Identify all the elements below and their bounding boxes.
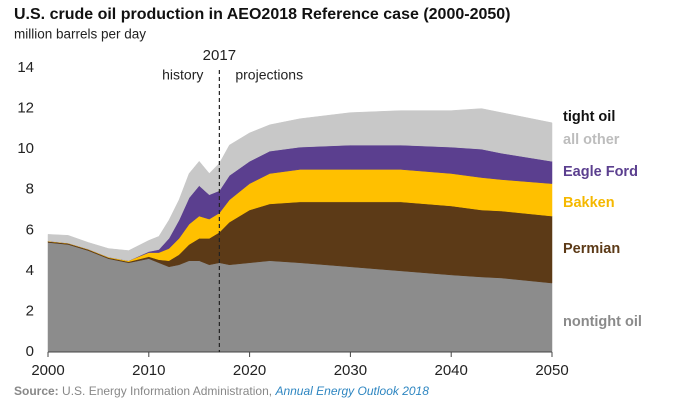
y-tick-label: 6 — [26, 221, 34, 238]
legend-label: Bakken — [563, 195, 615, 211]
y-tick-label: 8 — [26, 181, 34, 198]
y-tick-label: 14 — [17, 59, 34, 76]
source: Source: U.S. Energy Information Administ… — [14, 384, 429, 398]
projections-label: projections — [235, 67, 303, 83]
y-tick-label: 12 — [17, 100, 34, 117]
chart-subtitle: million barrels per day — [14, 27, 146, 42]
chart-title: U.S. crude oil production in AEO2018 Ref… — [14, 6, 510, 23]
legend-label: nontight oil — [563, 314, 642, 330]
history-label: history — [162, 67, 203, 83]
y-tick-label: 2 — [26, 302, 34, 319]
x-tick-label: 2000 — [31, 362, 64, 379]
x-tick-label: 2050 — [535, 362, 568, 379]
divider-label: 2017 — [203, 47, 236, 64]
x-tick-label: 2030 — [334, 362, 367, 379]
area — [47, 108, 553, 261]
legend-label: Eagle Ford — [563, 164, 638, 180]
y-tick-label: 0 — [26, 343, 34, 360]
x-tick-label: 2040 — [435, 362, 468, 379]
legend-label: all other — [563, 132, 620, 148]
source-prefix: Source: — [14, 384, 59, 398]
source-text: U.S. Energy Information Administration, — [59, 384, 276, 398]
legend-label: Permian — [563, 241, 620, 257]
group-label: tight oil — [563, 109, 615, 125]
y-tick-label: 4 — [26, 262, 34, 279]
source-link: Annual Energy Outlook 2018 — [274, 384, 429, 398]
plot — [47, 108, 553, 353]
x-tick-label: 2020 — [233, 362, 266, 379]
y-tick-label: 10 — [17, 140, 34, 157]
x-tick-label: 2010 — [132, 362, 165, 379]
